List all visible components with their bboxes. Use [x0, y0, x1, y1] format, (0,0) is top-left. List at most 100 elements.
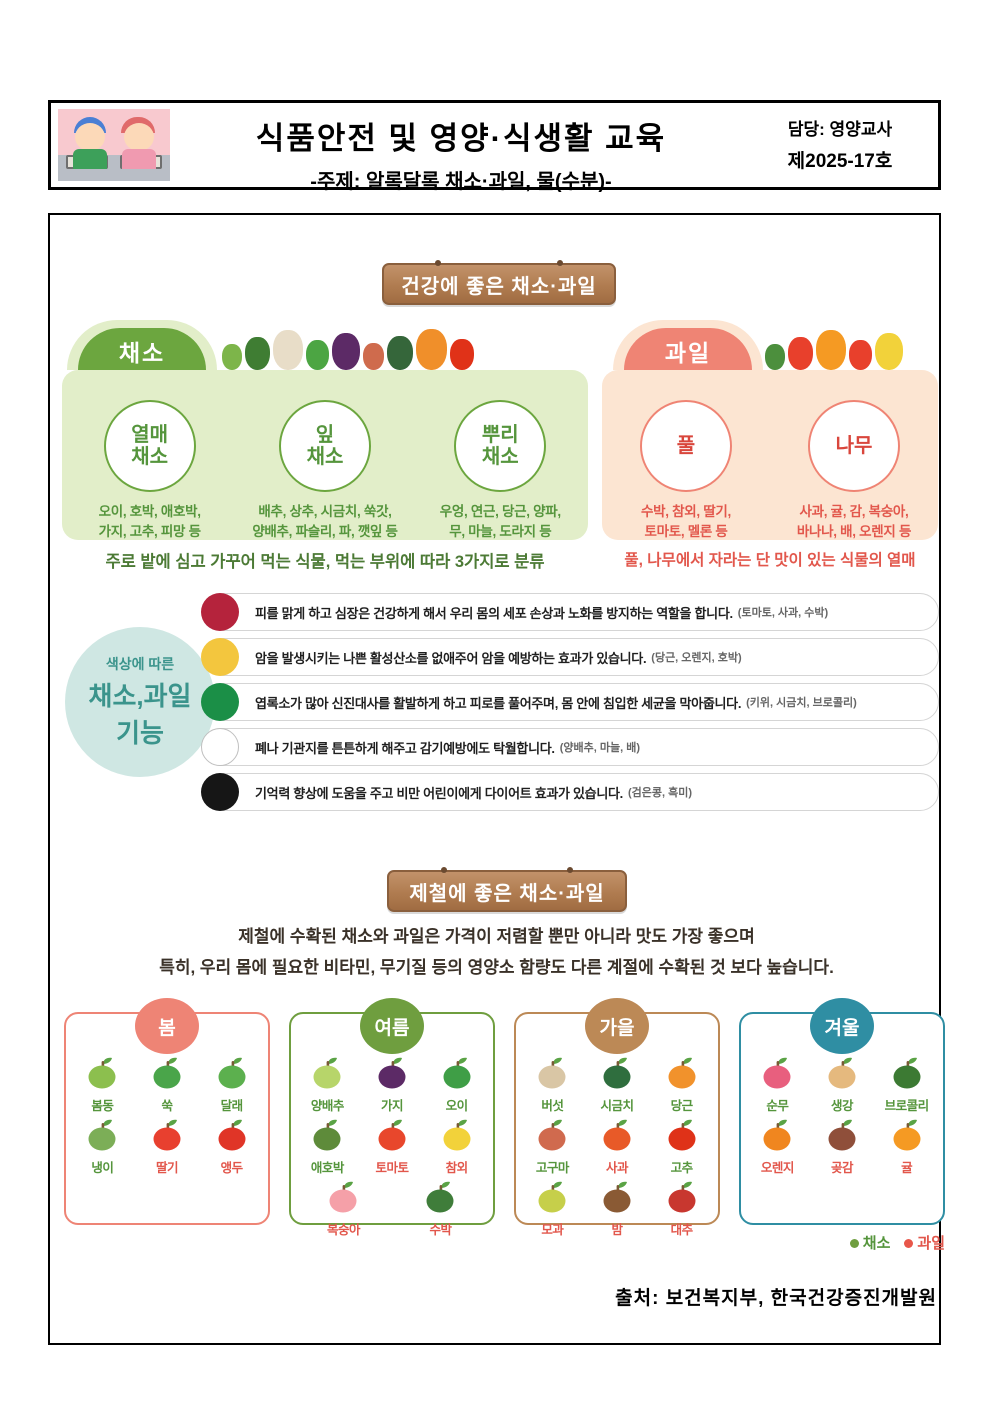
- 딸기-icon: [136, 1118, 198, 1157]
- produce-item: 대추: [651, 1180, 713, 1238]
- vegetable-group-items: 우엉, 연근, 당근, 양파, 무, 마늘, 도라지 등: [439, 504, 561, 539]
- produce-label: 봄동: [91, 1099, 114, 1113]
- sign-nail: [434, 260, 441, 266]
- cabbage-icon: [222, 344, 242, 370]
- legend-dot: [849, 1239, 859, 1248]
- vegetables-label: 채소: [78, 328, 206, 370]
- sweet-potato-icon: [363, 343, 384, 370]
- produce-item: 버섯: [521, 1056, 583, 1114]
- sign-nail: [567, 867, 574, 873]
- healthy-produce-sign: 건강에 좋은 채소·과일: [382, 260, 616, 305]
- produce-label: 모과: [541, 1223, 564, 1237]
- red-function-row: 피를 맑게 하고 심장은 건강하게 해서 우리 몸의 세포 손상과 노화를 방지…: [201, 593, 939, 631]
- eggplant-icon: [332, 333, 360, 370]
- function-examples: (토마토, 사과, 수박): [737, 607, 829, 619]
- season-items: 양배추 가지 오이 애호박 토마토 참외 복숭아 수박: [291, 1014, 493, 1244]
- produce-label: 수박: [429, 1223, 452, 1237]
- produce-label: 곶감: [830, 1161, 854, 1175]
- manager-label: 담당: 영양교사: [787, 120, 893, 139]
- yellow-color-dot: [201, 638, 239, 676]
- produce-label: 애호박: [310, 1161, 345, 1175]
- color-function-rows: 피를 맑게 하고 심장은 건강하게 해서 우리 몸의 세포 손상과 노화를 방지…: [201, 593, 939, 818]
- produce-item: 봄동: [71, 1056, 133, 1114]
- produce-label: 버섯: [541, 1099, 564, 1113]
- 대추-icon: [651, 1180, 713, 1219]
- page-subtitle: -주제: 알록달록 채소·과일, 물(수분)-: [310, 171, 612, 193]
- season-items: 순무 생강 브로콜리 오렌지 곶감 귤: [741, 1014, 943, 1182]
- produce-item: 양배추: [296, 1056, 358, 1114]
- 봄동-icon: [71, 1056, 133, 1095]
- fruits-illustration: [765, 323, 903, 370]
- badge-line3: 기능: [116, 718, 164, 748]
- fruit-group-name: 나무: [808, 400, 900, 492]
- produce-item: 곶감: [811, 1118, 873, 1176]
- produce-label: 귤: [901, 1161, 913, 1175]
- color-function-badge: 색상에 따른 채소,과일 기능: [65, 627, 215, 777]
- vegetable-group: 잎 채소 배추, 상추, 시금치, 쑥갓, 양배추, 파슬리, 파, 깻잎 등: [237, 400, 412, 541]
- produce-label: 냉이: [91, 1161, 114, 1175]
- produce-label: 오렌지: [760, 1161, 795, 1175]
- produce-item: 고구마: [521, 1118, 583, 1176]
- vegetable-group-name: 뿌리 채소: [454, 400, 547, 492]
- season-items: 봄동 쑥 달래 냉이 딸기 앵두: [66, 1014, 268, 1182]
- produce-item: 앵두: [201, 1118, 263, 1176]
- legend-label: 채소: [862, 1235, 891, 1252]
- girl-face: [124, 123, 154, 151]
- produce-item: 가지: [361, 1056, 423, 1114]
- sign-label: 제철에 좋은 채소·과일: [409, 882, 605, 905]
- produce-item: 귤: [876, 1118, 938, 1176]
- carrot-icon: [416, 329, 447, 370]
- header: 식품안전 및 영양·식생활 교육 -주제: 알록달록 채소·과일, 물(수분)-…: [48, 100, 941, 193]
- fruit-groups: 풀 수박, 참외, 딸기, 토마토, 멜론 등 나무 사과, 귤, 감, 복숭아, 바…: [602, 370, 938, 541]
- produce-label: 밤: [611, 1223, 623, 1237]
- produce-label: 가지: [380, 1099, 404, 1113]
- 앵두-icon: [201, 1118, 263, 1157]
- produce-label: 고구마: [535, 1161, 570, 1175]
- 참외-icon: [426, 1118, 488, 1157]
- 가지-icon: [361, 1056, 423, 1095]
- produce-item: 시금치: [586, 1056, 648, 1114]
- scallion-icon: [306, 340, 329, 370]
- 밤-icon: [586, 1180, 648, 1219]
- 복숭아-icon: [312, 1180, 374, 1219]
- vegetables-illustration: [222, 323, 474, 370]
- red-color-dot: [201, 593, 239, 631]
- produce-label: 오이: [445, 1099, 469, 1113]
- produce-item: 오이: [426, 1056, 488, 1114]
- seasonal-description-line1: 제철에 수확된 채소와 과일은 가격이 저렴할 뿐만 아니라 맛도 가장 좋으며: [238, 927, 755, 946]
- produce-item: 애호박: [296, 1118, 358, 1176]
- 토마토-icon: [361, 1118, 423, 1157]
- produce-item: 모과: [521, 1180, 583, 1238]
- vegetable-group-name: 열매 채소: [103, 400, 196, 492]
- produce-label: 참외: [445, 1161, 469, 1175]
- broccoli-icon: [245, 337, 270, 370]
- starfruit-icon: [875, 333, 903, 370]
- season-box-3: 가을 버섯 시금치 당근 고구마 사과 고추 모과 밤 대추: [514, 998, 720, 1237]
- produce-label: 사과: [605, 1161, 629, 1175]
- produce-item: 브로콜리: [876, 1056, 938, 1114]
- vegetable-group-items: 오이, 호박, 애호박, 가지, 고추, 피망 등: [98, 504, 201, 539]
- produce-label: 대추: [670, 1223, 694, 1237]
- 시금치-icon: [586, 1056, 648, 1095]
- fruits-label: 과일: [624, 328, 752, 370]
- season-items: 버섯 시금치 당근 고구마 사과 고추 모과 밤 대추: [516, 1014, 718, 1244]
- seasonal-produce-sign: 제철에 좋은 채소·과일: [387, 867, 627, 912]
- function-examples: (양배추, 마늘, 배): [559, 742, 640, 754]
- 냉이-icon: [71, 1118, 133, 1157]
- produce-item: 냉이: [71, 1118, 133, 1176]
- produce-item: 토마토: [361, 1118, 423, 1176]
- season-name: 가을: [585, 998, 649, 1054]
- 버섯-icon: [521, 1056, 583, 1095]
- badge-line1: 색상에 따른: [105, 656, 175, 672]
- chili-icon: [450, 339, 474, 370]
- fruit-group-items: 사과, 귤, 감, 복숭아, 바나나, 배, 오렌지 등: [796, 504, 912, 539]
- 고구마-icon: [521, 1118, 583, 1157]
- vegetables-dome: 채소: [67, 320, 217, 370]
- legend-채소: 채소: [849, 1235, 891, 1252]
- produce-item: 고추: [651, 1118, 713, 1176]
- 브로콜리-icon: [876, 1056, 938, 1095]
- produce-item: 밤: [586, 1180, 648, 1238]
- spinach-icon: [387, 336, 413, 370]
- produce-label: 쑥: [161, 1099, 173, 1113]
